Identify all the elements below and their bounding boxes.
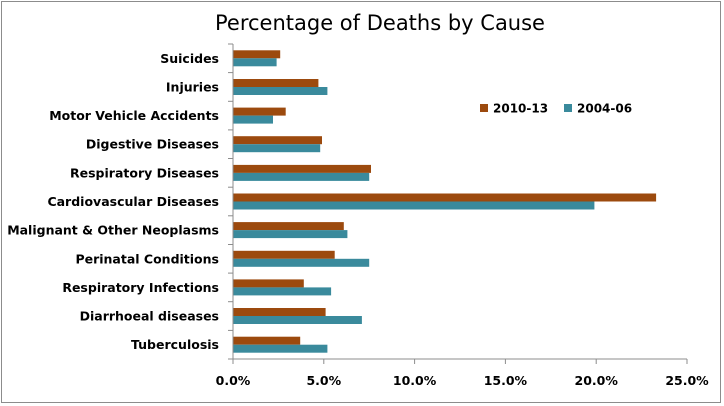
category-label: Suicides	[160, 51, 219, 66]
bar-series-1-9	[233, 308, 326, 316]
bar-series-2-9	[233, 316, 362, 324]
legend-swatch	[480, 104, 488, 112]
legend-label: 2010-13	[493, 102, 548, 116]
bar-series-2-0	[233, 58, 277, 67]
category-label: Motor Vehicle Accidents	[49, 108, 219, 123]
bar-series-2-3	[233, 144, 321, 153]
x-tick-label: 0.0%	[216, 373, 251, 388]
bar-series-1-10	[233, 336, 301, 345]
category-label: Respiratory Infections	[62, 280, 219, 295]
bar-series-2-1	[233, 87, 328, 95]
bar-series-2-10	[233, 344, 328, 353]
bar-series-1-2	[233, 107, 286, 116]
x-tick-label: 15.0%	[484, 373, 528, 388]
x-tick-label: 20.0%	[575, 373, 619, 388]
category-label: Digestive Diseases	[86, 137, 219, 152]
bar-series-1-6	[233, 222, 344, 231]
category-label: Respiratory Diseases	[70, 165, 219, 180]
bar-series-2-5	[233, 201, 595, 210]
bar-series-1-7	[233, 250, 335, 259]
category-label: Injuries	[166, 80, 219, 95]
bar-series-2-8	[233, 287, 332, 296]
bar-series-1-4	[233, 164, 371, 173]
bar-series-1-5	[233, 193, 657, 202]
category-label: Diarrhoeal diseases	[80, 309, 219, 324]
x-tick-label: 10.0%	[393, 373, 437, 388]
category-label: Tuberculosis	[131, 337, 219, 352]
chart-title: Percentage of Deaths by Cause	[215, 11, 545, 35]
bar-series-2-2	[233, 115, 273, 124]
bar-series-1-8	[233, 279, 304, 288]
bar-series-1-1	[233, 79, 319, 87]
category-label: Cardiovascular Diseases	[47, 194, 219, 209]
x-tick-label: 5.0%	[306, 373, 341, 388]
legend: 2010-13 2004-06	[480, 102, 632, 116]
bar-series-2-6	[233, 230, 348, 239]
bar-series-1-3	[233, 136, 322, 145]
x-tick-label: 25.0%	[665, 373, 709, 388]
bar-series-1-0	[233, 50, 281, 59]
legend-swatch	[564, 104, 572, 112]
category-label: Malignant & Other Neoplasms	[7, 223, 219, 238]
category-label: Perinatal Conditions	[75, 251, 219, 266]
bar-series-2-7	[233, 258, 370, 267]
bar-series-2-4	[233, 172, 370, 181]
plot-area: Suicides Injuries Motor Vehicle Accidents D…	[7, 43, 709, 388]
legend-label: 2004-06	[577, 102, 632, 116]
